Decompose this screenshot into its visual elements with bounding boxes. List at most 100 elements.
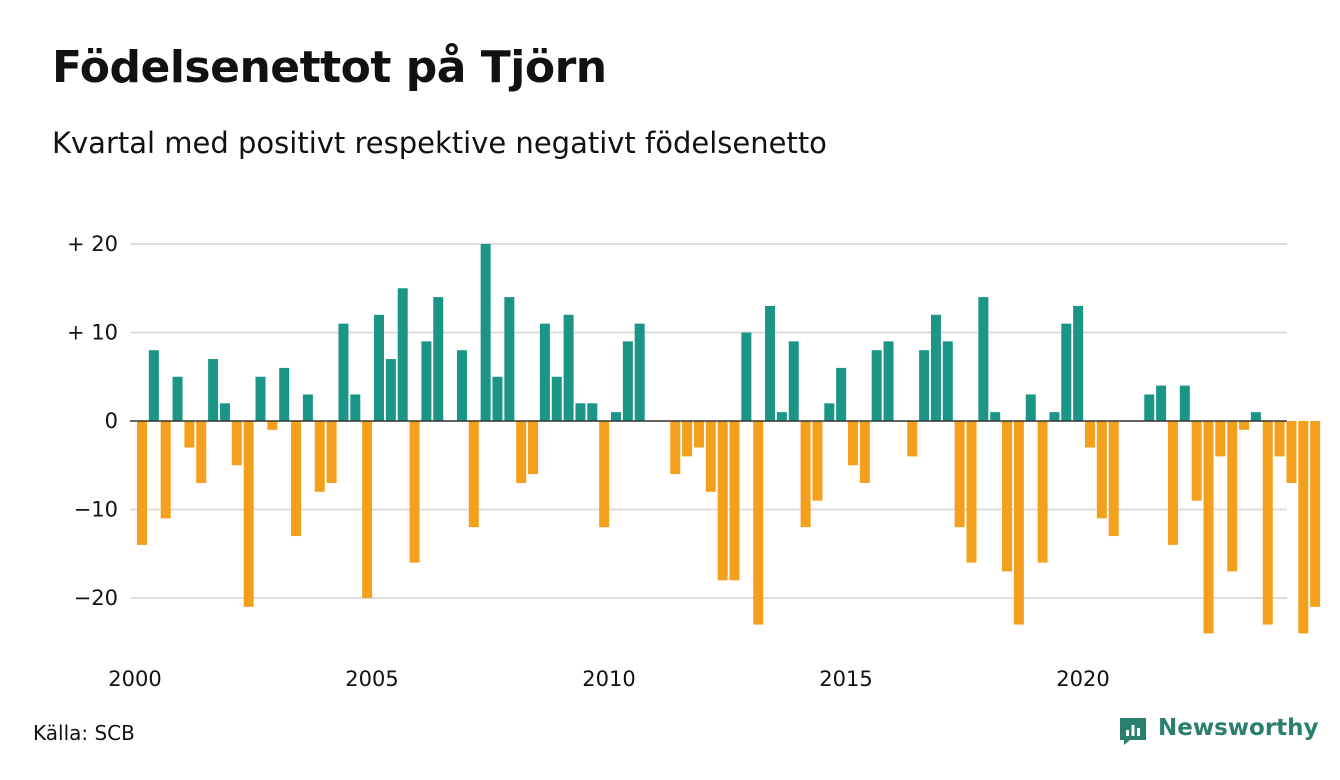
bar-negative bbox=[1085, 421, 1095, 448]
bar-positive bbox=[788, 341, 799, 421]
bar-negative bbox=[1013, 421, 1024, 625]
bar-positive bbox=[587, 403, 598, 421]
bar-positive bbox=[634, 323, 645, 421]
bar-positive bbox=[504, 297, 515, 421]
bar-negative bbox=[907, 421, 918, 457]
y-tick-label: −20 bbox=[74, 586, 118, 610]
bar-positive bbox=[279, 367, 290, 421]
bar-negative bbox=[800, 421, 811, 528]
bar-negative bbox=[1203, 421, 1214, 634]
x-tick-label: 2015 bbox=[819, 667, 872, 691]
bar-positive bbox=[919, 350, 930, 421]
bar-positive bbox=[492, 376, 503, 421]
bar-negative bbox=[848, 421, 858, 466]
bar-positive bbox=[421, 341, 432, 421]
bar-negative bbox=[516, 421, 527, 483]
bar-negative bbox=[528, 421, 539, 475]
bar-positive bbox=[563, 314, 574, 421]
bar-chart: + 20 + 10 0 −10 −20 2000 2005 2010 2015 2020 bbox=[67, 232, 1321, 691]
bar-negative bbox=[1227, 421, 1238, 572]
bar-negative bbox=[1274, 421, 1285, 457]
bar-positive bbox=[836, 367, 847, 421]
bar-negative bbox=[670, 421, 681, 475]
bar-positive bbox=[302, 394, 313, 421]
y-tick-label: 0 bbox=[105, 409, 118, 433]
bar-negative bbox=[468, 421, 479, 528]
bar-positive bbox=[1156, 385, 1167, 421]
bars bbox=[137, 244, 1321, 634]
bar-positive bbox=[480, 244, 491, 421]
bar-positive bbox=[575, 403, 586, 421]
bar-positive bbox=[1025, 394, 1036, 421]
bar-negative bbox=[326, 421, 337, 483]
bar-positive bbox=[622, 341, 633, 421]
bar-negative bbox=[1191, 421, 1202, 501]
bar-negative bbox=[1096, 421, 1107, 519]
bar-negative bbox=[753, 421, 764, 625]
bar-positive bbox=[990, 412, 1001, 421]
bar-negative bbox=[1310, 421, 1321, 607]
bar-negative bbox=[717, 421, 728, 581]
bar-negative bbox=[859, 421, 870, 483]
chart-subtitle: Kvartal med positivt respektive negativt… bbox=[52, 126, 827, 160]
bar-negative bbox=[693, 421, 704, 448]
bar-positive bbox=[1049, 412, 1060, 421]
bar-positive bbox=[433, 297, 444, 421]
bar-positive bbox=[883, 341, 894, 421]
bar-positive bbox=[397, 288, 408, 421]
x-tick-label: 2005 bbox=[345, 667, 398, 691]
bar-negative bbox=[196, 421, 207, 483]
x-tick-label: 2000 bbox=[108, 667, 161, 691]
bar-positive bbox=[611, 412, 621, 421]
bar-positive bbox=[765, 305, 776, 421]
bar-positive bbox=[539, 323, 550, 421]
brand-name: Newsworthy bbox=[1158, 715, 1319, 741]
bar-positive bbox=[1144, 394, 1155, 421]
bar-positive bbox=[824, 403, 835, 421]
bar-negative bbox=[160, 421, 171, 519]
bar-negative bbox=[1298, 421, 1309, 634]
bar-positive bbox=[374, 314, 384, 421]
bar-negative bbox=[812, 421, 823, 501]
bar-negative bbox=[705, 421, 716, 492]
bar-positive bbox=[942, 341, 953, 421]
newsworthy-logo-icon bbox=[1120, 718, 1146, 745]
bar-positive bbox=[1061, 323, 1072, 421]
bar-positive bbox=[338, 323, 349, 421]
bar-negative bbox=[729, 421, 740, 581]
bar-positive bbox=[1179, 385, 1190, 421]
bar-positive bbox=[208, 359, 219, 421]
bar-negative bbox=[184, 421, 195, 448]
bar-positive bbox=[172, 376, 183, 421]
bar-negative bbox=[409, 421, 420, 563]
bar-negative bbox=[599, 421, 610, 528]
bar-positive bbox=[385, 359, 396, 421]
bar-negative bbox=[682, 421, 693, 457]
bar-negative bbox=[362, 421, 373, 598]
x-axis-tick-labels: 2000 2005 2010 2015 2020 bbox=[108, 667, 1109, 691]
grid-lines bbox=[130, 243, 1287, 599]
bar-positive bbox=[930, 314, 941, 421]
bar-positive bbox=[255, 376, 266, 421]
source-note: Källa: SCB bbox=[33, 721, 135, 745]
bar-negative bbox=[314, 421, 325, 492]
bar-negative bbox=[1167, 421, 1178, 545]
bar-positive bbox=[219, 403, 230, 421]
bar-negative bbox=[267, 421, 278, 430]
chart-title: Födelsenettot på Tjörn bbox=[52, 42, 607, 93]
bar-positive bbox=[741, 332, 752, 421]
bar-positive bbox=[978, 297, 989, 421]
bar-negative bbox=[1262, 421, 1273, 625]
bar-negative bbox=[1239, 421, 1250, 430]
bar-negative bbox=[1215, 421, 1226, 457]
y-tick-label: + 10 bbox=[67, 321, 118, 345]
bar-positive bbox=[148, 350, 159, 421]
bar-positive bbox=[350, 394, 361, 421]
bar-negative bbox=[231, 421, 242, 466]
bar-positive bbox=[1250, 412, 1261, 421]
bar-negative bbox=[954, 421, 965, 528]
bar-positive bbox=[551, 376, 562, 421]
x-tick-label: 2010 bbox=[582, 667, 635, 691]
bar-negative bbox=[966, 421, 977, 563]
bar-negative bbox=[1108, 421, 1119, 537]
